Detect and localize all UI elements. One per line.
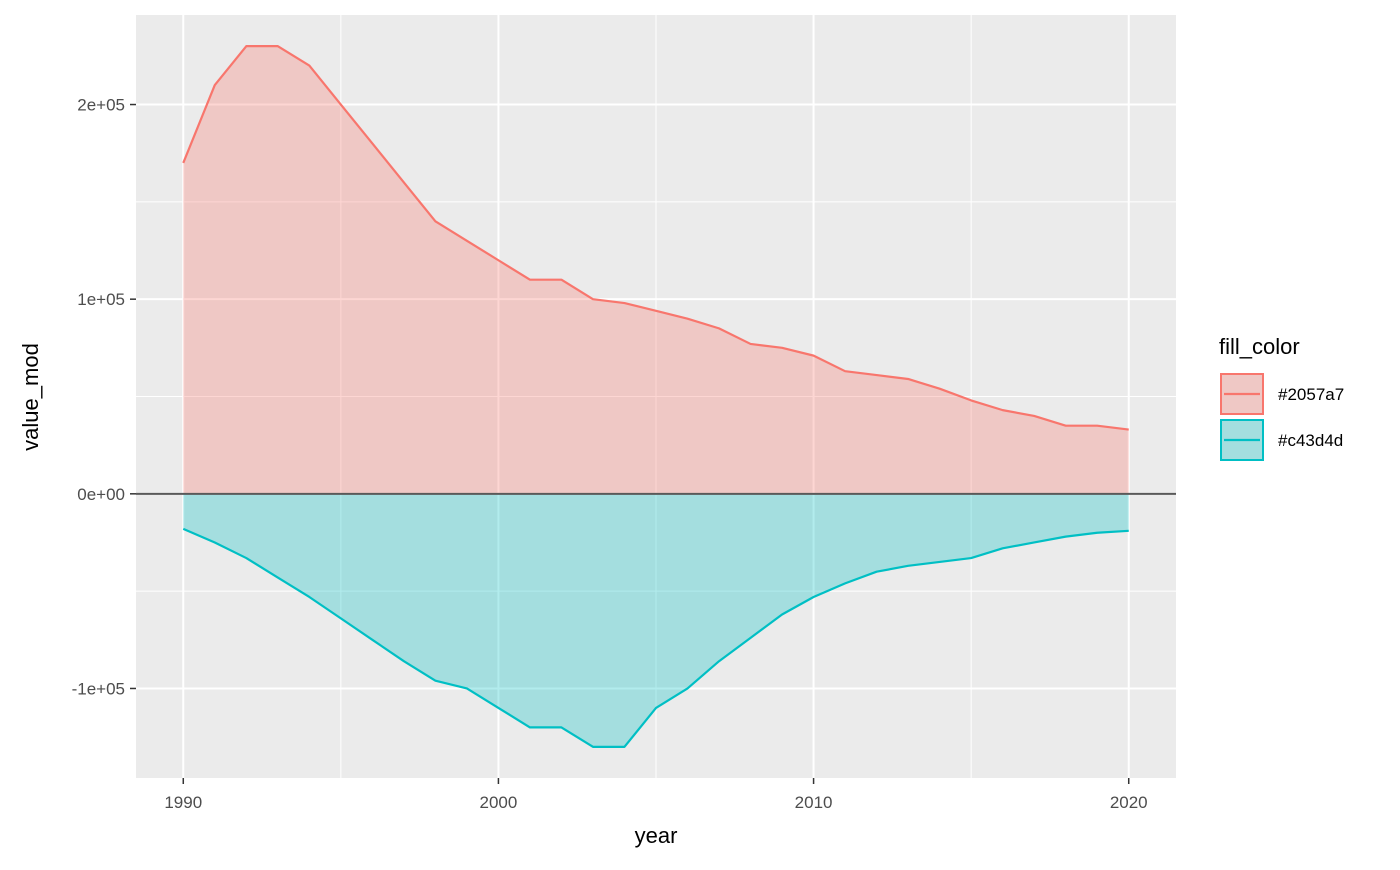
grid-major-x [182,15,1130,778]
x-axis-title: year [635,823,678,848]
legend-title: fill_color [1219,334,1300,359]
y-axis-tick-label: 2e+05 [77,96,125,115]
y-axis-ticks [130,103,136,690]
line-series-1 [182,527,1129,748]
x-axis-tick-label: 2000 [480,793,518,812]
legend-key-1: #c43d4d [1220,419,1343,461]
y-axis-title: value_mod [18,343,43,451]
y-axis-tick-label: -1e+05 [72,679,125,698]
x-axis-tick-label: 1990 [164,793,202,812]
x-axis-ticks [182,778,1130,784]
legend-keys: #2057a7 #c43d4d [1220,373,1344,461]
line-layer [182,45,1129,748]
line-series-0 [182,45,1129,431]
x-axis-tick-label: 2010 [795,793,833,812]
x-axis-tick-label: 2020 [1110,793,1148,812]
area-series-1 [183,493,1129,747]
legend-label: #c43d4d [1278,431,1343,450]
grid-minor-x [340,15,972,778]
y-axis-tick-label: 1e+05 [77,290,125,309]
legend: fill_color #2057a7 #c43d4d [1219,334,1344,461]
legend-label: #2057a7 [1278,385,1344,404]
legend-key-0: #2057a7 [1220,373,1344,415]
area-layer [183,46,1129,747]
x-axis-tick-labels: 1990 2000 2010 2020 [164,793,1147,812]
y-axis-tick-labels: -1e+05 0e+00 1e+05 2e+05 [72,96,125,699]
y-axis-tick-label: 0e+00 [77,485,125,504]
area-series-0 [183,46,1129,494]
